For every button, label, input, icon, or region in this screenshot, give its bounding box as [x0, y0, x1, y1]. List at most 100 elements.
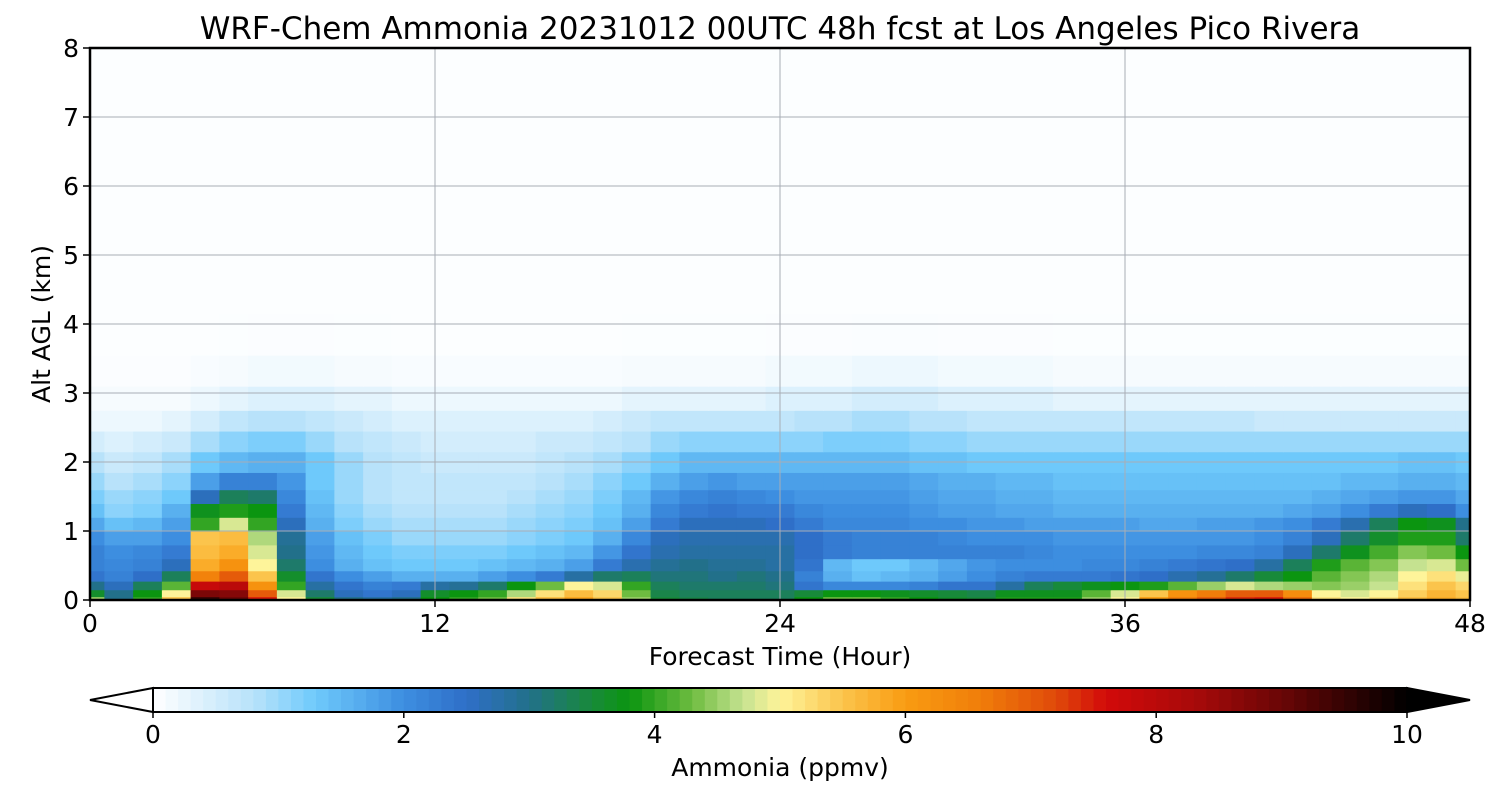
- heatmap-cell: [621, 117, 652, 239]
- heatmap-cell: [248, 489, 278, 504]
- heatmap-cell: [851, 581, 882, 591]
- heatmap-cell: [650, 48, 680, 118]
- heatmap-cell: [1283, 489, 1313, 504]
- heatmap-cell: [909, 544, 939, 560]
- heatmap-cell: [276, 503, 307, 518]
- heatmap-cell: [736, 581, 767, 591]
- heatmap-cell: [1168, 503, 1198, 518]
- heatmap-cell: [794, 48, 824, 118]
- heatmap-cell: [708, 558, 738, 572]
- heatmap-cell: [880, 472, 910, 491]
- heatmap-cell: [219, 570, 249, 582]
- heatmap-cell: [104, 355, 134, 387]
- heatmap-cell: [880, 531, 910, 546]
- heatmap-cell: [1369, 570, 1399, 582]
- heatmap-cell: [1455, 489, 1471, 504]
- colorbar-swatch: [780, 688, 794, 712]
- heatmap-cell: [1168, 558, 1198, 572]
- heatmap-cell: [133, 581, 163, 591]
- heatmap-cell: [621, 472, 652, 491]
- heatmap-cell: [1398, 596, 1428, 601]
- y-tick-label: 2: [63, 448, 79, 477]
- heatmap-cell: [995, 355, 1025, 387]
- heatmap-cell: [1340, 581, 1370, 591]
- heatmap-cell: [506, 237, 537, 315]
- colorbar-swatch: [667, 688, 681, 712]
- heatmap-cell: [1024, 355, 1054, 387]
- heatmap-cell: [248, 472, 278, 491]
- heatmap-cell: [219, 589, 249, 598]
- heatmap-cell: [535, 558, 565, 572]
- heatmap-cell: [1168, 596, 1198, 601]
- heatmap-cell: [506, 503, 537, 518]
- heatmap-cell: [1081, 430, 1112, 453]
- heatmap-cell: [1340, 517, 1370, 532]
- heatmap-cell: [1311, 313, 1342, 356]
- heatmap-cell: [564, 570, 594, 582]
- colorbar-swatch: [805, 688, 819, 712]
- heatmap-cell: [736, 386, 767, 411]
- heatmap-cell: [90, 581, 105, 591]
- heatmap-cell: [1139, 558, 1169, 572]
- heatmap-cell: [564, 355, 594, 387]
- heatmap-cell: [161, 313, 192, 356]
- heatmap-cell: [736, 313, 767, 356]
- heatmap-cell: [276, 386, 307, 411]
- colorbar-swatch: [792, 688, 806, 712]
- heatmap-cell: [1139, 517, 1169, 532]
- heatmap-cell: [1225, 386, 1255, 411]
- heatmap-cell: [1168, 489, 1198, 504]
- heatmap-cell: [1426, 581, 1457, 591]
- heatmap-cell: [1455, 117, 1471, 239]
- heatmap-cell: [966, 313, 997, 356]
- heatmap-cell: [995, 48, 1025, 118]
- colorbar-swatch: [341, 688, 355, 712]
- heatmap-cell: [736, 472, 767, 491]
- heatmap-cell: [90, 117, 105, 239]
- heatmap-cell: [535, 589, 565, 598]
- heatmap-cell: [1053, 489, 1083, 504]
- heatmap-cell: [909, 430, 939, 453]
- heatmap-cell: [880, 596, 910, 601]
- heatmap-cell: [909, 410, 939, 432]
- heatmap-cell: [104, 570, 134, 582]
- heatmap-cell: [1225, 237, 1255, 315]
- heatmap-cell: [1168, 410, 1198, 432]
- colorbar-swatch: [153, 688, 167, 712]
- heatmap-cell: [248, 48, 278, 118]
- heatmap-cell: [391, 558, 422, 572]
- heatmap-cell: [1455, 313, 1471, 356]
- colorbar-swatch: [679, 688, 693, 712]
- heatmap-cell: [650, 117, 680, 239]
- colorbar-swatch: [842, 688, 856, 712]
- colorbar-swatch: [203, 688, 217, 712]
- heatmap-cell: [90, 531, 105, 546]
- heatmap-cell: [650, 355, 680, 387]
- heatmap-cell: [449, 237, 479, 315]
- heatmap-cell: [363, 410, 393, 432]
- heatmap-cell: [478, 517, 508, 532]
- heatmap-cell: [133, 237, 163, 315]
- heatmap-cell: [133, 472, 163, 491]
- heatmap-cell: [564, 517, 594, 532]
- heatmap-cell: [1254, 581, 1284, 591]
- heatmap-cell: [161, 596, 192, 601]
- heatmap-cell: [1196, 237, 1227, 315]
- colorbar-tick-label: 2: [396, 720, 412, 749]
- heatmap-cell: [334, 386, 364, 411]
- colorbar-swatch: [265, 688, 279, 712]
- heatmap-cell: [909, 517, 939, 532]
- heatmap-cell: [133, 313, 163, 356]
- heatmap-cell: [1139, 117, 1169, 239]
- colorbar-swatch: [303, 688, 317, 712]
- heatmap-cell: [1398, 430, 1428, 453]
- heatmap-cell: [1024, 430, 1054, 453]
- heatmap-cell: [1311, 410, 1342, 432]
- heatmap-cell: [1053, 581, 1083, 591]
- heatmap-cell: [1139, 48, 1169, 118]
- heatmap-cell: [133, 544, 163, 560]
- heatmap-cell: [679, 386, 709, 411]
- heatmap-cell: [794, 544, 824, 560]
- heatmap-cell: [478, 313, 508, 356]
- heatmap-cell: [794, 489, 824, 504]
